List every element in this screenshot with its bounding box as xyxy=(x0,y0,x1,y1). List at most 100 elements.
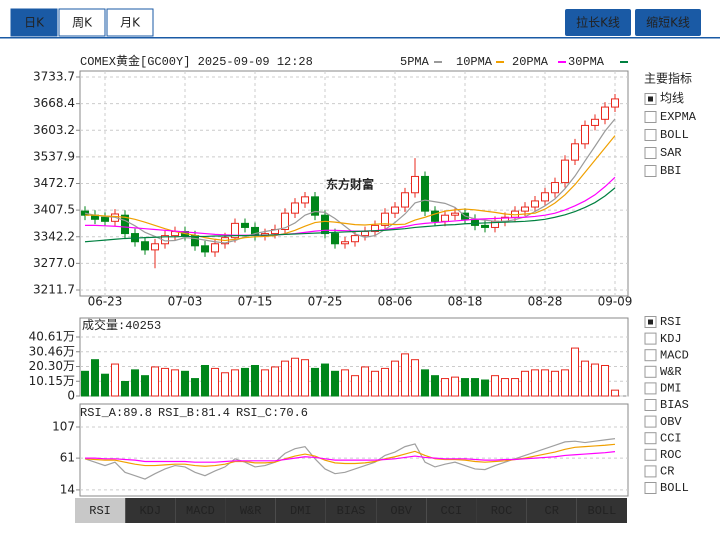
indicator-tab[interactable] xyxy=(125,498,176,523)
candle-body xyxy=(121,214,129,235)
volume-bar xyxy=(221,372,229,397)
checkbox[interactable] xyxy=(644,111,657,123)
indicator-tab[interactable] xyxy=(325,498,377,523)
legend-label: RSI_B:81.4 xyxy=(158,406,230,420)
indicator-tab-label[interactable]: RSI xyxy=(89,504,111,518)
indicator-tab-label[interactable]: BIAS xyxy=(337,504,366,518)
y-tick-label: 3277.0 xyxy=(33,256,75,270)
checkbox-label[interactable]: ROC xyxy=(660,448,682,462)
checkbox[interactable] xyxy=(644,332,657,345)
volume-bar xyxy=(211,367,219,397)
indicator-tab[interactable] xyxy=(75,498,126,523)
indicator-tab-label[interactable]: MACD xyxy=(186,504,215,518)
checkbox[interactable] xyxy=(644,365,657,378)
checkbox-label[interactable]: 均线 xyxy=(660,91,684,106)
x-tick-label: 09-09 xyxy=(598,295,633,309)
checkbox-label[interactable]: CR xyxy=(660,465,674,479)
volume-bar xyxy=(231,369,239,397)
volume-bar xyxy=(141,375,149,397)
checkbox-label[interactable]: MACD xyxy=(660,348,689,362)
volume-bar xyxy=(531,369,539,397)
indicator-tab[interactable] xyxy=(526,498,577,523)
candle-body xyxy=(371,224,379,233)
line-series xyxy=(84,443,616,467)
volume-bar xyxy=(601,364,609,397)
candle-body xyxy=(361,231,369,237)
checkbox-label[interactable]: CCI xyxy=(660,431,682,445)
checkbox-label[interactable]: BOLL xyxy=(660,481,689,495)
volume-bar xyxy=(401,353,409,397)
indicator-tab[interactable] xyxy=(476,498,527,523)
zoom-button[interactable] xyxy=(565,9,631,36)
checkbox-label[interactable]: BIAS xyxy=(660,398,689,412)
line-series xyxy=(84,438,616,480)
checkbox-label[interactable]: W&R xyxy=(660,365,682,379)
y-tick-label: 107 xyxy=(52,420,75,434)
indicator-tab-label[interactable]: W&R xyxy=(240,504,262,518)
indicator-tab[interactable] xyxy=(376,498,427,523)
checkbox-label[interactable]: KDJ xyxy=(660,332,682,346)
checkbox-label[interactable]: DMI xyxy=(660,382,682,396)
candle-body xyxy=(441,214,449,222)
checkbox[interactable] xyxy=(644,465,657,478)
indicator-tab-label[interactable]: BOLL xyxy=(588,504,617,518)
zoom-button[interactable] xyxy=(635,9,701,36)
period-tab[interactable] xyxy=(106,8,154,37)
candle-body xyxy=(351,235,359,243)
checkbox-label[interactable]: BOLL xyxy=(660,128,689,142)
checkbox-label[interactable]: SAR xyxy=(660,146,682,160)
period-tab-label[interactable]: 月K xyxy=(120,16,141,30)
volume-bar xyxy=(571,347,579,397)
y-tick-label: 3472.7 xyxy=(33,176,75,190)
checkbox-label[interactable]: BBI xyxy=(660,164,682,178)
volume-bar xyxy=(181,370,189,397)
candle-body xyxy=(531,200,539,208)
checkbox[interactable] xyxy=(644,147,657,159)
y-tick-label: 3603.2 xyxy=(33,123,75,137)
volume-bar xyxy=(581,360,589,397)
checkbox[interactable] xyxy=(644,349,657,362)
volume-bar xyxy=(411,359,419,397)
indicator-tab[interactable] xyxy=(576,498,627,523)
candle-body xyxy=(541,192,549,202)
checkbox[interactable] xyxy=(644,165,657,177)
period-tab[interactable] xyxy=(58,8,106,37)
indicator-tab[interactable] xyxy=(225,498,276,523)
candle-body xyxy=(451,212,459,216)
indicator-tab[interactable] xyxy=(175,498,226,523)
indicator-tab[interactable] xyxy=(426,498,477,523)
indicator-tab-label[interactable]: CCI xyxy=(441,504,463,518)
volume-bar xyxy=(541,369,549,397)
indicator-tab[interactable] xyxy=(275,498,326,523)
line-series xyxy=(85,451,616,463)
checkbox[interactable] xyxy=(644,399,657,411)
checkbox[interactable] xyxy=(644,432,657,445)
candle-body xyxy=(481,224,489,228)
checkbox-label[interactable]: EXPMA xyxy=(660,110,697,124)
candle-body xyxy=(561,159,569,184)
candle-body xyxy=(201,245,209,253)
candle-body xyxy=(241,222,249,228)
tab-underline xyxy=(0,37,720,39)
line-series xyxy=(84,118,616,244)
checkbox[interactable] xyxy=(644,482,657,494)
period-tab[interactable] xyxy=(10,8,58,37)
checkbox-label[interactable]: RSI xyxy=(660,315,682,329)
indicator-tab-label[interactable]: OBV xyxy=(390,504,412,518)
checkbox[interactable] xyxy=(644,382,657,395)
checkbox-label[interactable]: OBV xyxy=(660,415,682,429)
checkbox[interactable] xyxy=(644,415,657,428)
zoom-button-label[interactable]: 拉长K线 xyxy=(576,15,620,30)
period-tab-label[interactable]: 周K xyxy=(72,16,93,30)
volume-bar xyxy=(241,367,249,397)
checkbox[interactable] xyxy=(644,129,657,141)
checkbox[interactable] xyxy=(644,448,657,461)
period-tab-label[interactable]: 日K xyxy=(24,16,45,30)
zoom-button-label[interactable]: 缩短K线 xyxy=(646,15,690,30)
indicator-tab-label[interactable]: CR xyxy=(545,504,559,518)
indicator-tab-label[interactable]: ROC xyxy=(491,504,513,518)
indicator-tab-label[interactable]: KDJ xyxy=(139,504,161,518)
volume-bar xyxy=(521,370,529,397)
volume-bar xyxy=(511,378,519,397)
indicator-tab-label[interactable]: DMI xyxy=(290,504,312,518)
